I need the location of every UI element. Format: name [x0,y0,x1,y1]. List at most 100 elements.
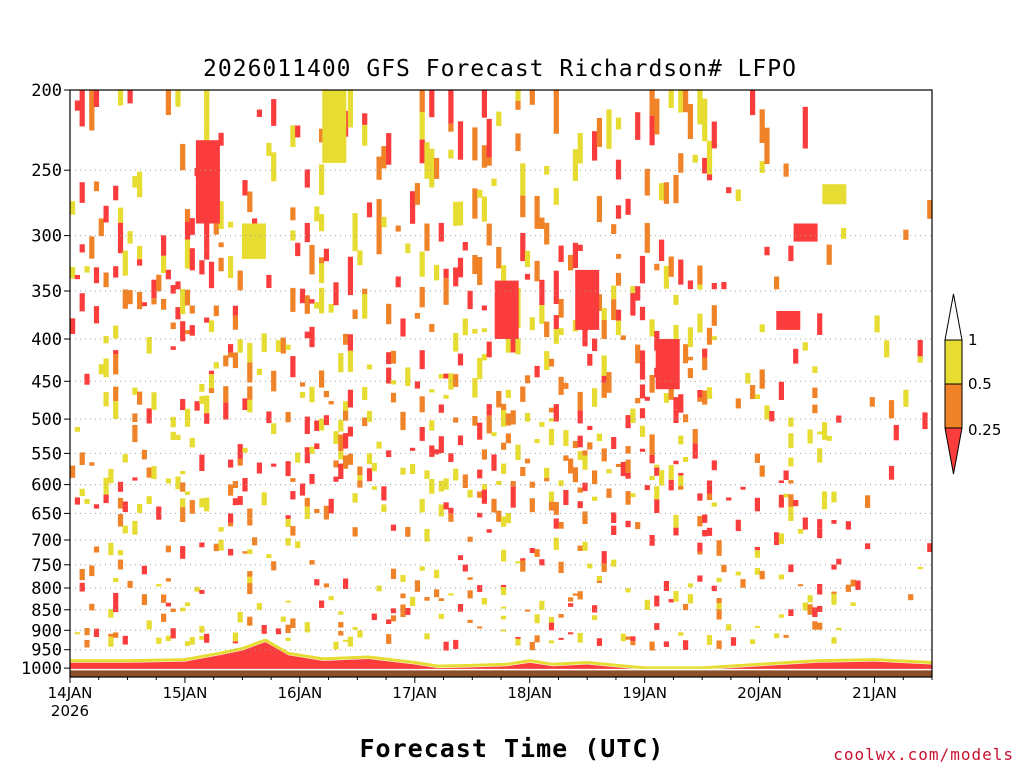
ri-cell [706,387,713,399]
legend-label: 0.25 [968,421,1001,439]
ri-cell [592,615,598,621]
ri-cell [568,458,574,474]
ri-cell [577,545,583,551]
ri-cell [208,320,215,333]
ri-cell [486,409,492,416]
ri-cell [247,549,253,555]
ri-cell [553,404,559,422]
ri-cell [352,213,358,233]
credit-text[interactable]: coolwx.com/models [833,745,1014,764]
ri-cell [706,140,713,175]
ri-cell [127,290,133,305]
ri-cell [352,493,358,503]
ri-cell [122,250,128,276]
ri-cell [472,127,478,161]
ri-cell [213,543,219,552]
ri-cell [644,168,650,196]
ri-cell [343,401,349,411]
ri-cell [366,468,373,482]
ri-cell [630,636,636,642]
ri-cell [429,479,435,494]
ri-cell [697,575,703,582]
ri-cell [692,154,698,163]
ri-cell [654,499,660,513]
ri-cell [74,632,80,635]
ri-cell [486,341,492,358]
ri-cell [477,585,483,592]
ri-cell [122,505,128,513]
ri-cell [501,584,507,587]
ri-cell [505,433,511,444]
ri-cell [654,263,660,271]
ri-cell [630,408,636,423]
ri-cell [510,410,516,425]
ri-cell [199,626,205,633]
ri-cell [778,494,784,508]
ri-cell [362,417,368,427]
ri-cell [280,337,286,354]
ri-cell [774,276,780,290]
ri-cell [678,435,684,445]
ri-cell [410,463,416,474]
ri-cell [366,410,373,422]
ri-cell [534,260,540,282]
ri-cell [357,250,363,266]
ri-cell [223,402,229,420]
ri-cell [386,303,392,325]
ri-cell [295,452,301,463]
ri-cell [175,281,181,290]
ri-cell [242,180,248,196]
ri-cell [386,133,392,165]
ri-cell [381,504,387,512]
ri-cell [390,350,397,364]
ri-cell [481,484,487,490]
ri-cell [462,242,468,251]
ri-cell [252,537,258,546]
ri-cell [783,470,789,480]
ri-cell [132,413,138,422]
ri-cell [204,395,210,414]
ri-cell [232,498,238,506]
ri-cell [515,637,521,639]
ri-cell [501,629,507,632]
ri-cell [764,246,770,256]
ri-cell [534,195,540,229]
ri-cell [520,163,526,196]
ri-cell [184,239,191,269]
ri-cell [156,274,162,292]
ri-cell [247,616,253,626]
ri-cell [228,344,234,353]
ri-cell [204,497,210,512]
ri-cell [697,390,703,398]
ri-cell [170,346,176,350]
ri-cell [228,523,234,527]
ri-cell [548,622,555,631]
ri-cell [98,364,104,375]
ri-cell [673,514,679,528]
ri-cell [649,455,655,464]
ri-cell [70,465,76,478]
ri-cell [252,218,258,227]
ri-cell [510,329,516,353]
ri-cell [750,385,756,399]
ri-cell [491,454,497,471]
ri-cell [429,323,435,332]
ri-cell [462,474,468,488]
ri-cell [721,282,727,290]
ri-cell [108,542,114,556]
ri-cell [180,289,186,315]
ri-cell [424,528,430,542]
ri-cell [141,597,147,605]
ri-cell [481,449,487,460]
ri-patch [575,269,600,330]
ri-cell [577,634,583,643]
ri-cell [596,433,602,442]
ri-cell [146,467,152,478]
ri-cell [501,516,507,527]
ri-cell [146,337,152,354]
ri-cell [558,245,564,262]
ri-cell [338,419,344,432]
ri-cell [290,618,296,628]
ri-cell [596,118,602,147]
ri-cell [113,325,119,339]
